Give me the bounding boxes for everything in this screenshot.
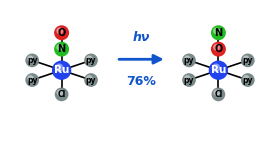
Circle shape [87,56,92,61]
Circle shape [54,42,69,57]
Circle shape [214,44,219,50]
Circle shape [28,76,33,81]
Text: 76%: 76% [127,75,156,88]
Text: N: N [57,44,66,54]
Circle shape [241,54,255,67]
Circle shape [84,73,98,87]
Text: O: O [214,44,223,54]
Text: py: py [242,76,253,85]
Circle shape [54,25,69,40]
Text: py: py [86,76,96,85]
Text: Ru: Ru [54,65,69,75]
Text: py: py [27,56,38,65]
Text: py: py [184,76,194,85]
Circle shape [57,28,62,34]
Text: hν: hν [133,31,150,44]
Circle shape [209,61,228,80]
Circle shape [55,64,63,71]
Text: py: py [27,76,38,85]
Circle shape [87,76,92,81]
Circle shape [211,88,225,101]
Circle shape [55,88,69,101]
Circle shape [185,56,190,61]
Circle shape [211,25,226,40]
Text: py: py [184,56,194,65]
Circle shape [28,56,33,61]
Circle shape [244,76,249,81]
Circle shape [182,54,196,67]
Circle shape [57,90,62,95]
Circle shape [25,54,39,67]
Text: Ru: Ru [211,65,226,75]
Circle shape [241,73,255,87]
Circle shape [211,42,226,57]
Circle shape [185,76,190,81]
Circle shape [52,61,71,80]
Circle shape [214,28,219,34]
Text: Cl: Cl [214,90,223,99]
Circle shape [182,73,196,87]
Text: py: py [242,56,253,65]
Text: py: py [86,56,96,65]
Circle shape [25,73,39,87]
Text: N: N [214,28,223,38]
Circle shape [214,90,219,95]
Text: O: O [57,28,66,38]
Circle shape [84,54,98,67]
Text: Cl: Cl [57,90,66,99]
Circle shape [244,56,249,61]
Circle shape [212,64,220,71]
Circle shape [57,44,62,50]
